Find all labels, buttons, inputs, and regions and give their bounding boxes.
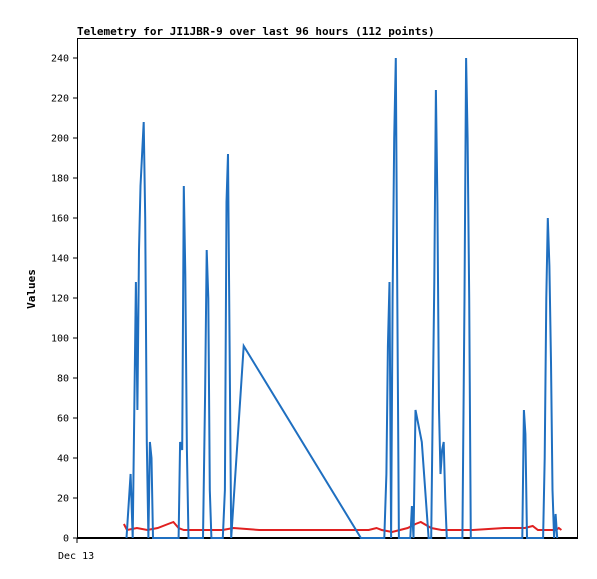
y-tick-label: 40: [57, 454, 69, 465]
y-tick-label: 20: [57, 494, 69, 505]
y-tick-label: 220: [51, 94, 69, 105]
y-tick-label: 140: [51, 254, 69, 265]
y-tick-label: 240: [51, 54, 69, 65]
x-tick-label: Dec 13: [58, 551, 94, 562]
y-tick-label: 120: [51, 294, 69, 305]
y-axis-label: Values: [25, 269, 38, 309]
y-tick-label: 80: [57, 374, 69, 385]
series-layer: [77, 57, 577, 539]
chart-title: Telemetry for JI1JBR-9 over last 96 hour…: [77, 25, 435, 38]
y-tick-label: 160: [51, 214, 69, 225]
y-tick-label: 200: [51, 134, 69, 145]
series-line-1: [123, 520, 563, 534]
y-tick-label: 0: [63, 534, 69, 545]
y-tick-label: 100: [51, 334, 69, 345]
y-axis: 0 20 40 60 80 100 120 140 160 180 200 220 240: [51, 54, 77, 545]
y-tick-label: 60: [57, 414, 69, 425]
y-tick-label: 180: [51, 174, 69, 185]
series-line-0: [125, 57, 559, 539]
